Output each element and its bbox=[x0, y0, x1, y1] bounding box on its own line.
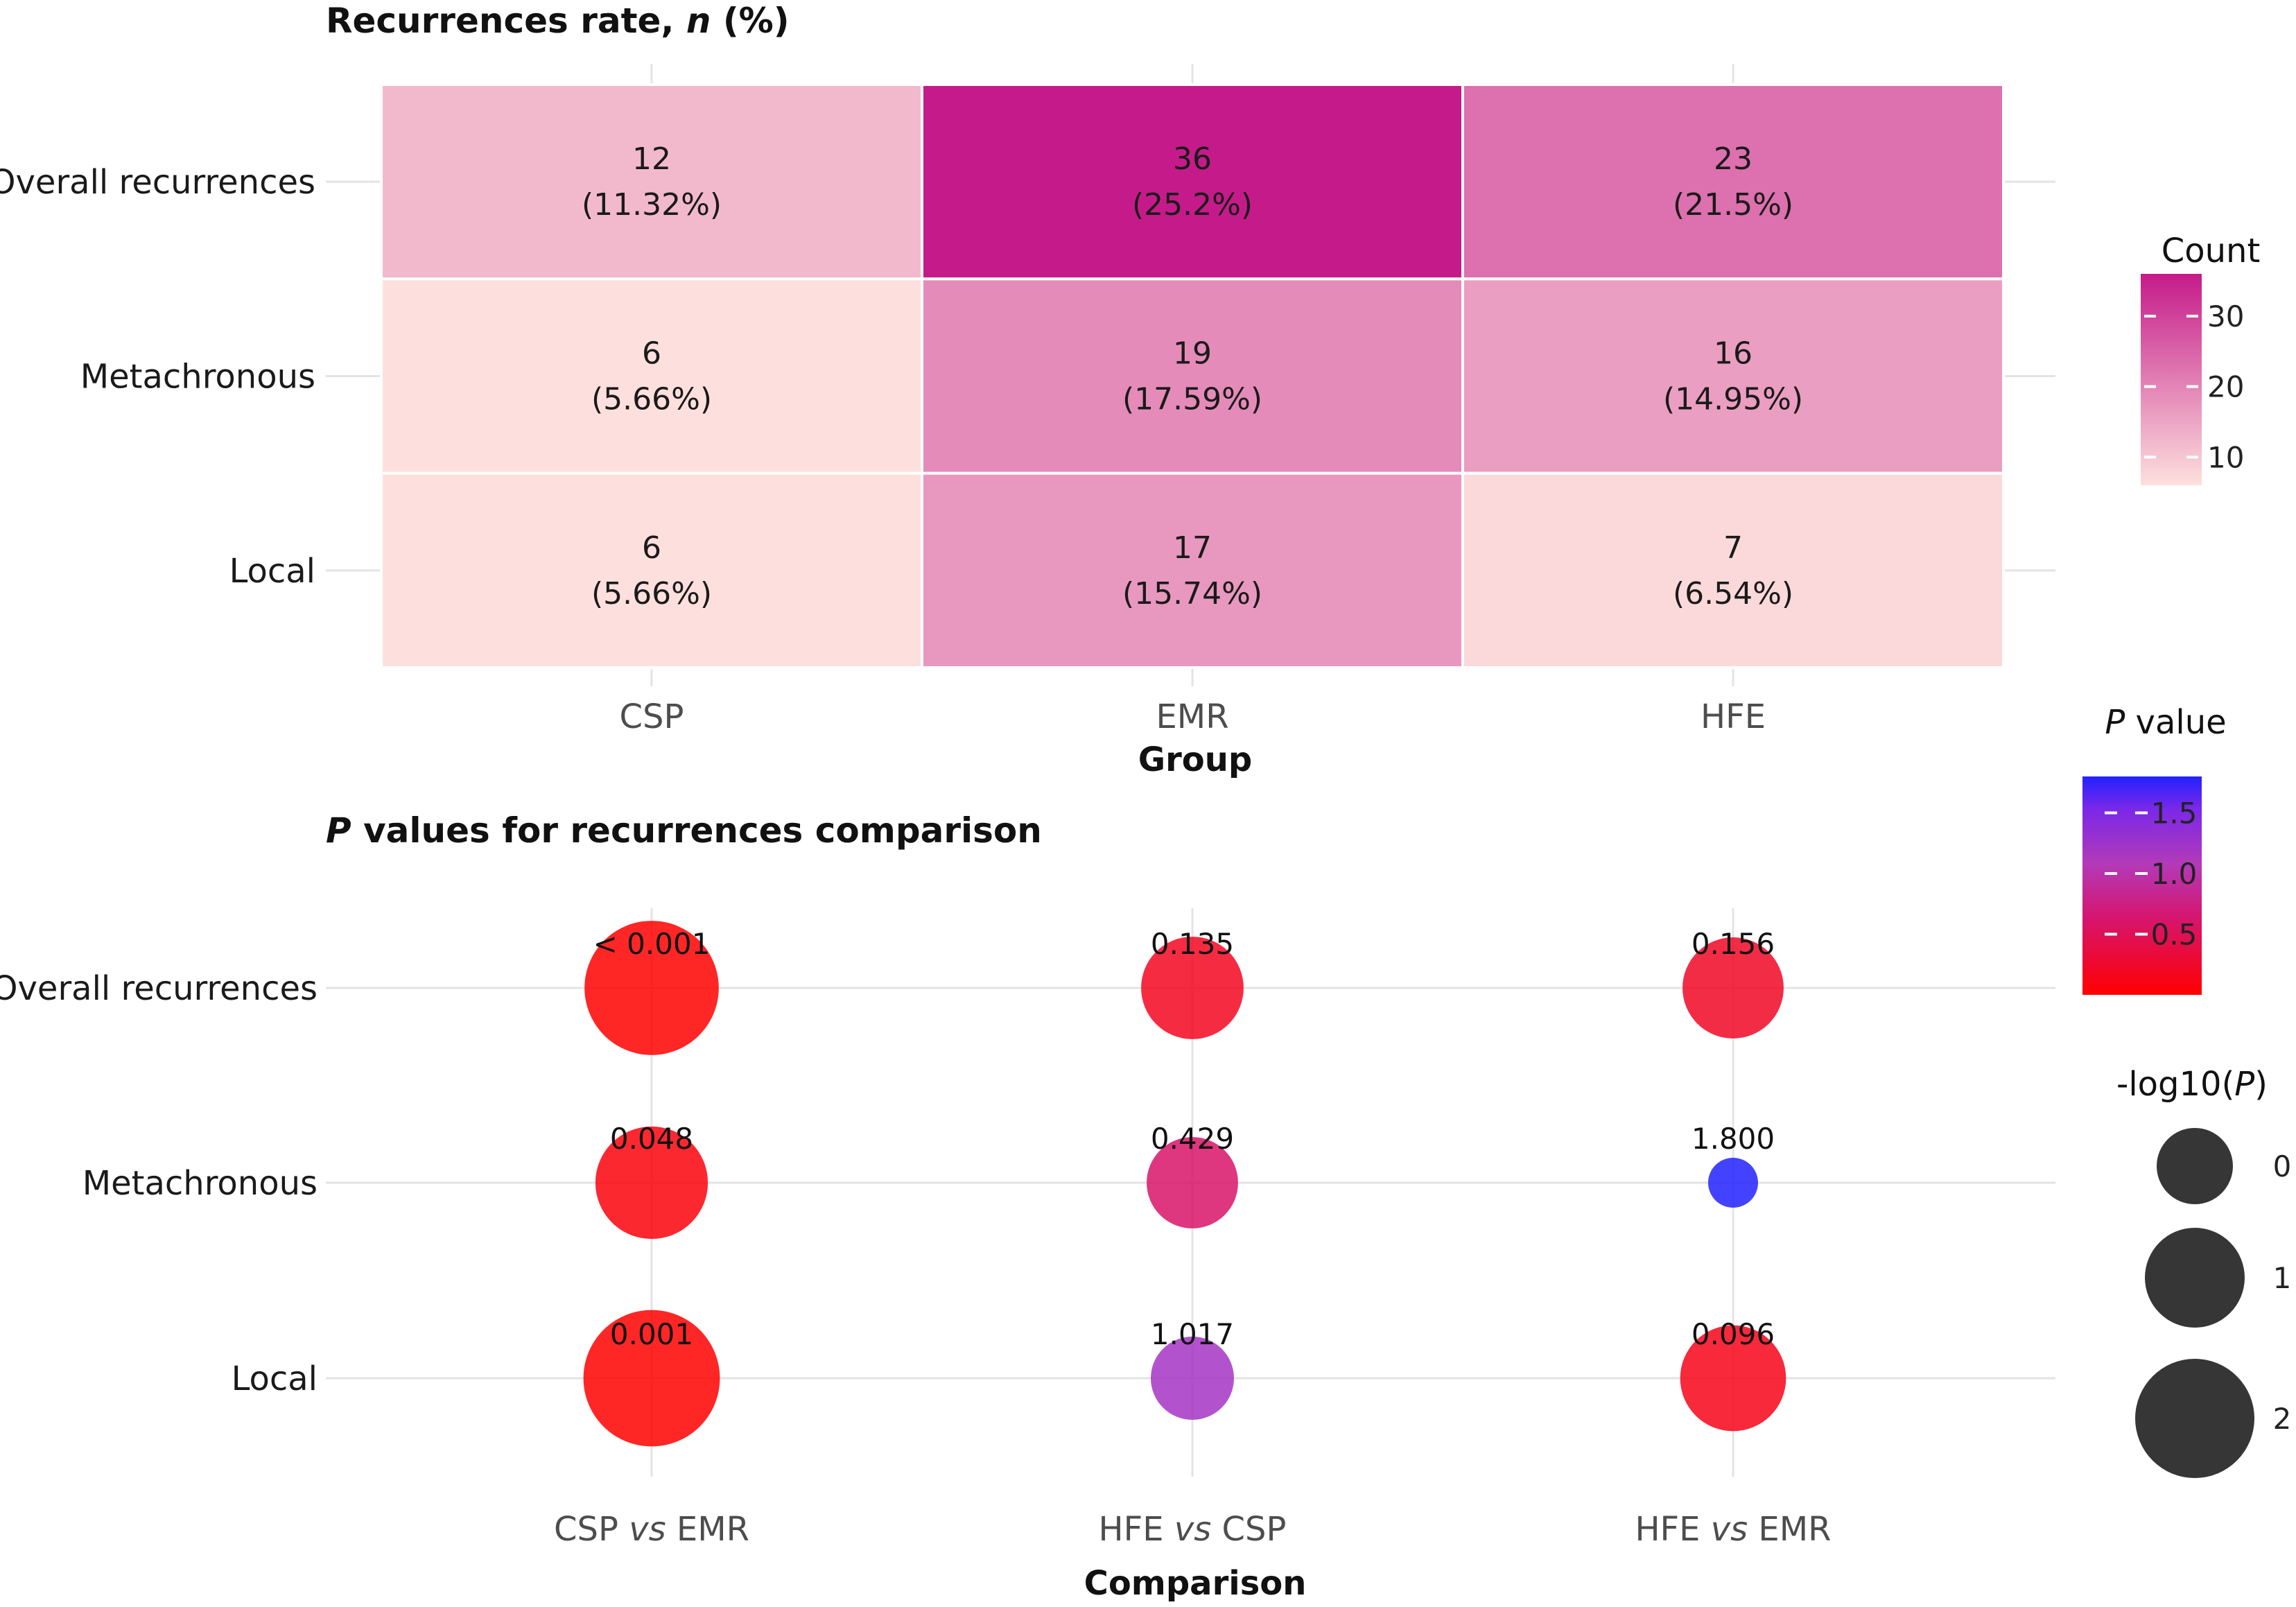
heatmap-cell bbox=[380, 277, 923, 475]
heatmap-cell bbox=[921, 83, 1464, 281]
bubble-point bbox=[1141, 937, 1244, 1039]
size-legend-label: 0 bbox=[2273, 1149, 2292, 1183]
bubble-p-label: 1.017 bbox=[1151, 1317, 1234, 1351]
bubble-title-part: values for recurrences comparison bbox=[351, 810, 1042, 851]
heatmap-cell-count: 23 bbox=[1714, 141, 1753, 177]
heatmap-cell bbox=[921, 471, 1464, 670]
size-legend-circle bbox=[2135, 1359, 2254, 1478]
bubble-y-tick: Overall recurrences bbox=[0, 969, 318, 1008]
bubble-x-tick-part: CSP bbox=[554, 1510, 629, 1549]
p-legend-tick-label: 0.5 bbox=[2151, 918, 2198, 952]
heatmap-cell-count: 36 bbox=[1173, 141, 1212, 177]
heatmap-title-part: n bbox=[686, 1, 711, 41]
bubble-point bbox=[1147, 1137, 1238, 1228]
heatmap-cell-count: 7 bbox=[1723, 530, 1743, 566]
bubble-p-label: 1.800 bbox=[1691, 1122, 1775, 1156]
bubble-point bbox=[1151, 1337, 1234, 1420]
p-legend-tick-label: 1.5 bbox=[2151, 797, 2198, 831]
p-legend-title-part: value bbox=[2125, 703, 2226, 742]
size-legend-label: 1 bbox=[2273, 1261, 2292, 1295]
size-legend-title-part: ) bbox=[2254, 1065, 2268, 1104]
p-legend-title-part: P bbox=[2105, 703, 2125, 742]
bubble-title: P values for recurrences comparison bbox=[326, 810, 1042, 851]
bubble-point bbox=[1708, 1158, 1758, 1208]
heatmap-cell bbox=[380, 83, 923, 281]
bubble-point bbox=[584, 921, 719, 1055]
bubble-point bbox=[595, 1126, 708, 1240]
bubble-title-part: P bbox=[326, 810, 351, 851]
heatmap-y-tick: Metachronous bbox=[80, 358, 315, 397]
heatmap-cell-count: 17 bbox=[1173, 530, 1212, 566]
bubble-point bbox=[1680, 1325, 1786, 1432]
heatmap-cell-percent: (5.66%) bbox=[591, 382, 712, 417]
heatmap-x-tick: CSP bbox=[620, 697, 684, 736]
size-legend-circle bbox=[2145, 1228, 2245, 1328]
heatmap-cell-percent: (14.95%) bbox=[1663, 382, 1803, 417]
heatmap-x-axis-title: Group bbox=[1138, 740, 1253, 779]
heatmap-cell-count: 12 bbox=[632, 141, 671, 177]
bubble-x-axis-title: Comparison bbox=[1084, 1564, 1307, 1603]
p-legend-tick-label: 1.0 bbox=[2151, 857, 2198, 891]
count-legend-title: Count bbox=[2162, 232, 2261, 270]
heatmap-cell-count: 6 bbox=[642, 336, 661, 372]
count-legend-tick-label: 30 bbox=[2207, 299, 2244, 333]
heatmap-cell-count: 19 bbox=[1173, 336, 1212, 372]
bubble-x-tick-part: HFE bbox=[1635, 1510, 1710, 1549]
bubble-y-tick: Metachronous bbox=[82, 1164, 318, 1203]
heatmap-cell bbox=[1461, 277, 2005, 475]
bubble-x-tick: CSP vs EMR bbox=[554, 1510, 749, 1549]
heatmap-cell bbox=[921, 277, 1464, 475]
heatmap-cell bbox=[380, 471, 923, 670]
bubble-x-tick-part: EMR bbox=[666, 1510, 749, 1549]
heatmap-cell-percent: (15.74%) bbox=[1122, 576, 1262, 611]
bubble-p-label: 0.156 bbox=[1691, 927, 1775, 961]
heatmap-x-tick: HFE bbox=[1701, 697, 1766, 736]
heatmap-title-part: Recurrences rate, bbox=[326, 1, 686, 41]
bubble-x-tick-part: EMR bbox=[1748, 1510, 1831, 1549]
count-legend-tick-label: 10 bbox=[2207, 440, 2244, 474]
bubble-x-tick-part: HFE bbox=[1099, 1510, 1174, 1549]
count-legend-tick-label: 20 bbox=[2207, 370, 2244, 404]
bubble-p-label: 0.048 bbox=[610, 1122, 693, 1156]
bubble-x-tick-part: CSP bbox=[1211, 1510, 1286, 1549]
heatmap-x-tick: EMR bbox=[1156, 697, 1228, 736]
heatmap-cell-percent: (6.54%) bbox=[1673, 576, 1793, 611]
size-legend-title-part: -log10( bbox=[2116, 1065, 2234, 1104]
bubble-y-tick: Local bbox=[232, 1360, 318, 1398]
heatmap-cell-percent: (5.66%) bbox=[591, 576, 712, 611]
bubble-x-tick-part: vs bbox=[629, 1510, 666, 1549]
bubble-p-label: < 0.001 bbox=[593, 927, 711, 961]
bubble-x-tick: HFE vs CSP bbox=[1099, 1510, 1287, 1549]
p-legend-title: P value bbox=[2105, 703, 2226, 742]
count-colorbar bbox=[2141, 274, 2202, 485]
bubble-x-tick-part: vs bbox=[1711, 1510, 1748, 1549]
bubble-p-label: 0.001 bbox=[610, 1317, 693, 1351]
heatmap-title: Recurrences rate, n (%) bbox=[326, 1, 790, 41]
heatmap-cell-percent: (21.5%) bbox=[1673, 187, 1793, 223]
heatmap-cell bbox=[1461, 83, 2005, 281]
bubble-point bbox=[1682, 937, 1784, 1039]
size-legend-title: -log10(P) bbox=[2116, 1065, 2268, 1104]
bubble-point bbox=[583, 1310, 720, 1447]
heatmap-cell-percent: (25.2%) bbox=[1132, 187, 1253, 223]
heatmap-cell-count: 6 bbox=[642, 530, 661, 566]
bubble-p-label: 0.135 bbox=[1151, 927, 1234, 961]
heatmap-cell bbox=[1461, 471, 2005, 670]
size-legend-label: 2 bbox=[2273, 1402, 2292, 1436]
bubble-p-label: 0.096 bbox=[1691, 1317, 1775, 1351]
heatmap-title-part: (%) bbox=[711, 1, 789, 41]
heatmap-cell-percent: (11.32%) bbox=[582, 187, 722, 223]
heatmap-y-tick: Overall recurrences bbox=[0, 163, 315, 202]
heatmap-cell-count: 16 bbox=[1714, 336, 1753, 372]
bubble-p-label: 0.429 bbox=[1151, 1122, 1234, 1156]
bubble-x-tick: HFE vs EMR bbox=[1635, 1510, 1831, 1549]
size-legend-title-part: P bbox=[2234, 1065, 2254, 1104]
heatmap-cell-percent: (17.59%) bbox=[1122, 382, 1262, 417]
bubble-x-tick-part: vs bbox=[1174, 1510, 1211, 1549]
heatmap-y-tick: Local bbox=[229, 552, 315, 591]
size-legend-circle bbox=[2157, 1128, 2233, 1204]
